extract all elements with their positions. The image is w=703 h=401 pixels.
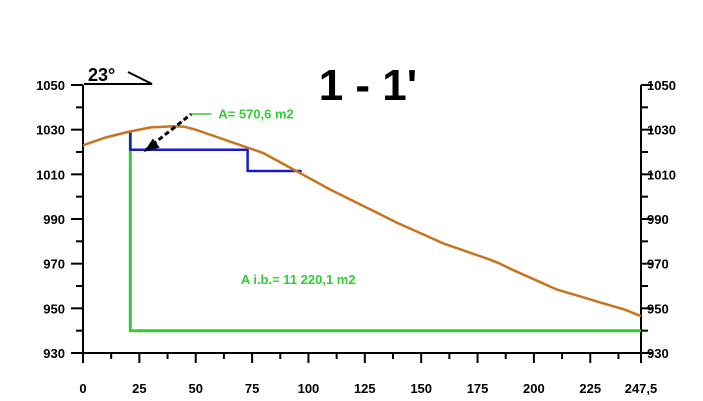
angle-arrow bbox=[84, 71, 153, 85]
y-tick-label-right: 990 bbox=[647, 212, 669, 227]
area-leader-arrowhead bbox=[143, 138, 160, 152]
x-tick-label: 150 bbox=[410, 381, 432, 396]
y-tick-label-left: 950 bbox=[43, 301, 65, 316]
chart-title: 1 - 1' bbox=[319, 61, 418, 110]
angle-indicator: 23° bbox=[84, 65, 153, 85]
x-tick-label: 50 bbox=[188, 381, 202, 396]
y-tick-label-right: 930 bbox=[647, 346, 669, 361]
y-tick-label-left: 1010 bbox=[36, 167, 65, 182]
x-tick-label: 100 bbox=[298, 381, 320, 396]
y-tick-label-right: 950 bbox=[647, 301, 669, 316]
area-annotation: A i.b.= 11 220,1 m2 bbox=[241, 272, 356, 287]
excavation-outline bbox=[129, 131, 302, 173]
y-tick-label-left: 990 bbox=[43, 212, 65, 227]
y-tick-label-left: 1050 bbox=[36, 78, 65, 93]
x-tick-label: 25 bbox=[132, 381, 146, 396]
angle-label: 23° bbox=[88, 65, 115, 85]
annotations-layer: A= 570,6 m2 A i.b.= 11 220,1 m2 bbox=[143, 107, 356, 287]
area-annotation: A= 570,6 m2 bbox=[218, 107, 294, 122]
boundary-outline bbox=[128, 131, 641, 333]
x-tick-label: 175 bbox=[467, 381, 489, 396]
tick-labels: 1050 1050 1030 1030 1010 1010 990 990 970 970 950 9… bbox=[36, 78, 676, 396]
y-tick-label-right: 1010 bbox=[647, 167, 676, 182]
y-tick-label-left: 970 bbox=[43, 257, 65, 272]
x-tick-label: 200 bbox=[523, 381, 545, 396]
x-tick-label: 247,5 bbox=[625, 381, 658, 396]
x-tick-label: 225 bbox=[579, 381, 601, 396]
terrain-profile bbox=[82, 125, 642, 318]
y-tick-label-right: 1050 bbox=[647, 78, 676, 93]
x-tick-label: 125 bbox=[354, 381, 376, 396]
x-tick-label: 75 bbox=[245, 381, 259, 396]
axes bbox=[82, 85, 642, 354]
tick-marks bbox=[71, 84, 653, 363]
y-tick-label-left: 930 bbox=[43, 346, 65, 361]
y-tick-label-right: 970 bbox=[647, 257, 669, 272]
y-tick-label-left: 1030 bbox=[36, 123, 65, 138]
x-tick-label: 0 bbox=[79, 381, 86, 396]
y-tick-label-right: 1030 bbox=[647, 123, 676, 138]
series-layer bbox=[82, 125, 642, 333]
